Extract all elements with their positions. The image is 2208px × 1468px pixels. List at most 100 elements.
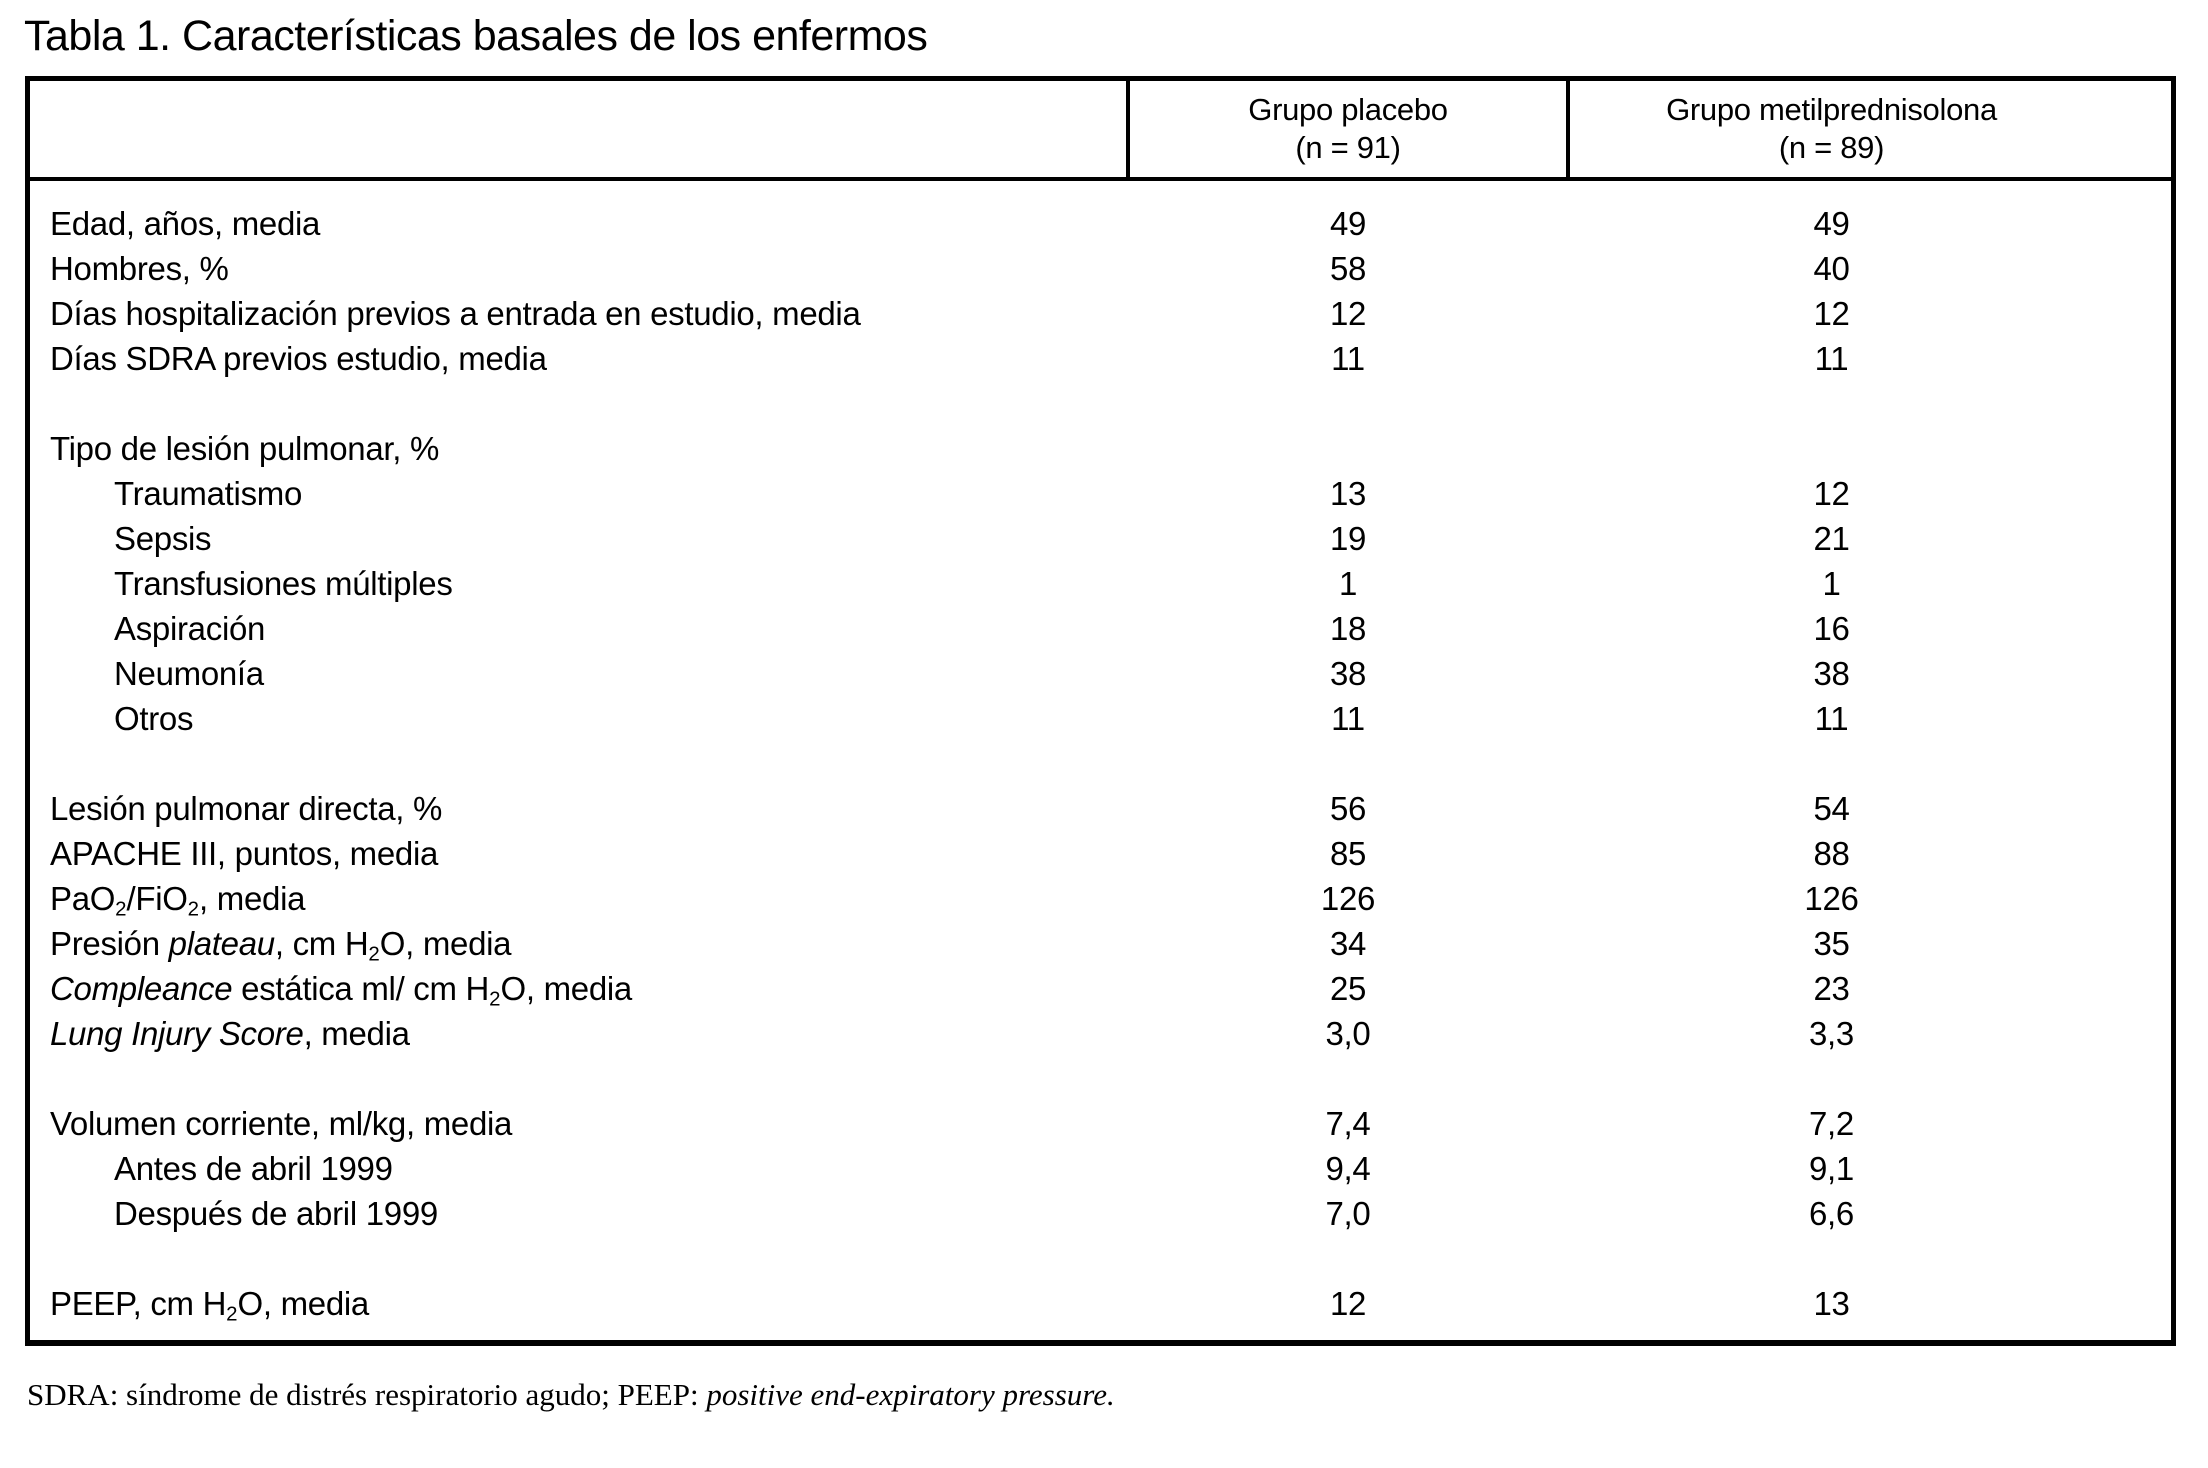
row-value-metilprednisolona [1570,1056,2171,1101]
row-value-metilprednisolona: 6,6 [1809,1195,1854,1232]
header-col-metilprednisolona-n: (n = 89) [1778,130,1885,165]
row-value-metilprednisolona: 38 [1813,655,1850,692]
row-value-metilprednisolona: 11 [1814,340,1849,377]
table-row: Neumonía 38 38 [30,651,2171,696]
row-label: PEEP, cm H2O, media [30,1281,1126,1326]
row-value-metilprednisolona: 16 [1813,610,1850,647]
row-value-placebo: 7,4 [1325,1105,1371,1142]
row-label: Tipo de lesión pulmonar, % [30,426,1126,471]
text-segment: , media [303,1015,410,1052]
table-header-row: Grupo placebo (n = 91) Grupo metilpredni… [30,81,2171,181]
text-segment: 2 [226,1302,238,1326]
table-row: Edad, años, media 49 49 [30,201,2171,246]
text-segment: Volumen corriente, ml/kg, media [50,1105,513,1142]
text-segment: , media [199,880,306,917]
text-segment: Después de abril 1999 [114,1195,438,1232]
row-value-placebo: 12 [1329,1285,1367,1322]
table-row: Sepsis 19 21 [30,516,2171,561]
table-row: Lesión pulmonar directa, % 56 54 [30,786,2171,831]
table-row: Lung Injury Score, media 3,0 3,3 [30,1011,2171,1056]
row-label: Edad, años, media [30,201,1126,246]
table-row-spacer [30,1056,2171,1101]
text-segment: 2 [187,897,200,921]
row-value-metilprednisolona: 21 [1813,520,1850,557]
text-segment: PaO [50,880,116,917]
row-value-placebo: 85 [1329,835,1367,872]
row-value-metilprednisolona: 35 [1813,925,1850,962]
row-value-placebo [1126,426,1570,471]
text-segment: Sepsis [114,520,212,557]
row-label: Neumonía [30,651,1126,696]
row-label: Después de abril 1999 [30,1191,1126,1236]
row-label: Lesión pulmonar directa, % [30,786,1126,831]
row-value-metilprednisolona: 9,1 [1809,1150,1854,1187]
text-segment: PEEP, cm H [50,1285,227,1322]
row-value-metilprednisolona [1570,381,2171,426]
table-row: PaO2/FiO2, media 126 126 [30,876,2171,921]
table-row: Aspiración 18 16 [30,606,2171,651]
text-segment: O, media [379,925,512,962]
row-label [30,381,1126,426]
text-segment: estática ml/ cm H [232,970,490,1007]
text-segment: Otros [114,700,194,737]
row-value-placebo: 7,0 [1325,1195,1371,1232]
row-label: Días SDRA previos estudio, media [30,336,1126,381]
table-row-spacer [30,741,2171,786]
text-segment: , cm H [274,925,369,962]
header-col-metilprednisolona: Grupo metilprednisolona (n = 89) [1570,81,2171,177]
row-label [30,1236,1126,1281]
text-segment: Presión [50,925,169,962]
row-value-placebo: 3,0 [1325,1015,1371,1052]
row-label: Hombres, % [30,246,1126,291]
text-segment: Aspiración [114,610,266,647]
row-value-placebo [1126,1236,1570,1281]
row-value-metilprednisolona: 49 [1813,205,1850,242]
header-col-placebo-n: (n = 91) [1295,130,1401,165]
table-row: Días SDRA previos estudio, media 11 11 [30,336,2171,381]
row-label: Días hospitalización previos a entrada e… [30,291,1126,336]
header-col-placebo-name: Grupo placebo [1248,92,1448,127]
row-label: Otros [30,696,1126,741]
row-value-placebo: 12 [1329,295,1367,332]
text-segment: O, media [237,1285,370,1322]
table-title: Tabla 1. Características basales de los … [24,12,928,60]
row-value-metilprednisolona: 1 [1822,565,1841,602]
table-row: Transfusiones múltiples 1 1 [30,561,2171,606]
text-segment: 2 [368,942,380,966]
row-label: Traumatismo [30,471,1126,516]
row-label: Compleance estática ml/ cm H2O, media [30,966,1126,1011]
row-value-metilprednisolona [1570,1236,2171,1281]
row-value-metilprednisolona: 88 [1813,835,1850,872]
row-value-placebo: 56 [1329,790,1367,827]
text-segment: Antes de abril 1999 [114,1150,393,1187]
row-value-placebo: 38 [1329,655,1367,692]
row-value-metilprednisolona: 23 [1813,970,1850,1007]
row-label: Volumen corriente, ml/kg, media [30,1101,1126,1146]
table-row: Presión plateau, cm H2O, media 34 35 [30,921,2171,966]
header-empty-cell [30,81,1126,177]
row-value-metilprednisolona: 3,3 [1809,1015,1854,1052]
table-row-spacer [30,1236,2171,1281]
table-row: Compleance estática ml/ cm H2O, media 25… [30,966,2171,1011]
row-value-placebo: 19 [1329,520,1367,557]
row-value-metilprednisolona [1570,741,2171,786]
row-value-metilprednisolona: 7,2 [1809,1105,1854,1142]
row-value-placebo: 49 [1329,205,1367,242]
table-row: Otros 11 11 [30,696,2171,741]
text-segment: Días hospitalización previos a entrada e… [50,295,861,332]
row-value-placebo: 58 [1329,250,1367,287]
table-row: Traumatismo 13 12 [30,471,2171,516]
row-label: Transfusiones múltiples [30,561,1126,606]
row-value-placebo: 13 [1329,475,1367,512]
text-segment: Edad, años, media [50,205,321,242]
row-label: Lung Injury Score, media [30,1011,1126,1056]
row-value-placebo [1126,381,1570,426]
header-col-placebo: Grupo placebo (n = 91) [1126,81,1570,177]
text-segment: SDRA: síndrome de distrés respiratorio a… [27,1377,707,1412]
row-value-metilprednisolona: 12 [1813,295,1850,332]
text-segment: Días SDRA previos estudio, media [50,340,547,377]
table-row: Días hospitalización previos a entrada e… [30,291,2171,336]
row-value-metilprednisolona: 54 [1813,790,1850,827]
row-value-metilprednisolona: 11 [1814,700,1849,737]
row-label: Sepsis [30,516,1126,561]
